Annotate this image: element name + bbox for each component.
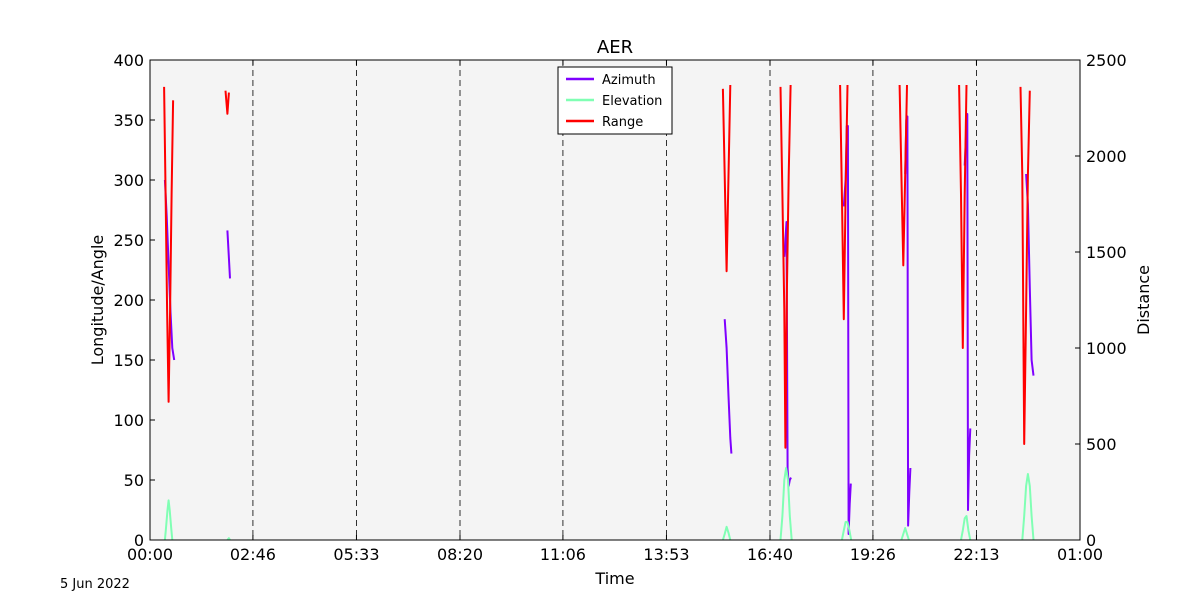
- elevation-pass-0: [163, 499, 174, 541]
- x-tick-label-3: 08:20: [437, 545, 483, 564]
- y2-tick-label-5: 2500: [1086, 51, 1127, 70]
- x-tick-label-0: 00:00: [127, 545, 173, 564]
- azimuth-pass-3: [783, 221, 792, 487]
- range-pass-2: [721, 84, 732, 273]
- x-tick-label-2: 05:33: [333, 545, 379, 564]
- x-tick-label-8: 22:13: [953, 545, 999, 564]
- y-tick-label-5: 250: [113, 231, 144, 250]
- legend-label-azimuth: Azimuth: [602, 73, 656, 88]
- y2-tick-label-4: 2000: [1086, 147, 1127, 166]
- range-pass-0: [163, 86, 175, 403]
- y-tick-label-7: 350: [113, 111, 144, 130]
- x-tick-label-1: 02:46: [230, 545, 276, 564]
- azimuth-pass-2: [723, 319, 733, 454]
- x-axis-label: Time: [594, 569, 634, 588]
- y2-tick-label-1: 500: [1086, 435, 1117, 454]
- x-tick-label-4: 11:06: [540, 545, 586, 564]
- x-axis-ticks: 00:00 02:46 05:33 08:20 11:06 13:53 16:40 19:26…: [127, 60, 1103, 564]
- date-label: 5 Jun 2022: [60, 577, 130, 592]
- x-tick-label-7: 19:26: [850, 545, 896, 564]
- plot-area: [150, 60, 1080, 540]
- elevation-pass-1: [226, 537, 231, 541]
- vertical-reference-lines: [252, 60, 977, 540]
- x-tick-label-5: 13:53: [643, 545, 689, 564]
- range-pass-5: [898, 84, 908, 267]
- elevation-pass-7: [1021, 473, 1035, 541]
- elevation-pass-3: [779, 467, 793, 541]
- y-tick-label-1: 50: [124, 471, 144, 490]
- legend-label-elevation: Elevation: [602, 94, 662, 109]
- y-axis-ticks: 0 50 100 150 200 250 300 350 400: [113, 51, 155, 550]
- y-tick-label-0: 0: [134, 531, 144, 550]
- y-tick-label-8: 400: [113, 51, 144, 70]
- y-axis-label: Longitude/Angle: [88, 235, 107, 366]
- y2-axis-label: Distance: [1134, 265, 1153, 335]
- legend-label-range: Range: [602, 115, 643, 130]
- x-tick-label-6: 16:40: [747, 545, 793, 564]
- series-layer: [163, 84, 1035, 541]
- legend: Azimuth Elevation Range: [557, 66, 673, 135]
- elevation-pass-5: [900, 527, 910, 541]
- range-pass-4: [839, 84, 849, 321]
- y2-tick-label-0: 0: [1086, 531, 1096, 550]
- y2-axis-ticks: 0 500 1000 1500 2000 2500: [1075, 51, 1127, 550]
- y2-tick-label-2: 1000: [1086, 339, 1127, 358]
- range-pass-6: [958, 84, 968, 349]
- range-pass-3: [779, 84, 792, 449]
- chart-title: AER: [597, 37, 633, 58]
- x-tick-label-9: 01:00: [1057, 545, 1103, 564]
- y-tick-label-3: 150: [113, 351, 144, 370]
- elevation-pass-6: [960, 515, 972, 541]
- elevation-pass-4: [840, 521, 853, 541]
- elevation-pass-2: [721, 525, 732, 541]
- range-pass-7: [1019, 86, 1031, 445]
- y-tick-label-4: 200: [113, 291, 144, 310]
- y-tick-label-2: 100: [113, 411, 144, 430]
- azimuth-pass-1: [226, 230, 231, 279]
- y-tick-label-6: 300: [113, 171, 144, 190]
- range-pass-1: [224, 90, 230, 115]
- y2-tick-label-3: 1500: [1086, 243, 1127, 262]
